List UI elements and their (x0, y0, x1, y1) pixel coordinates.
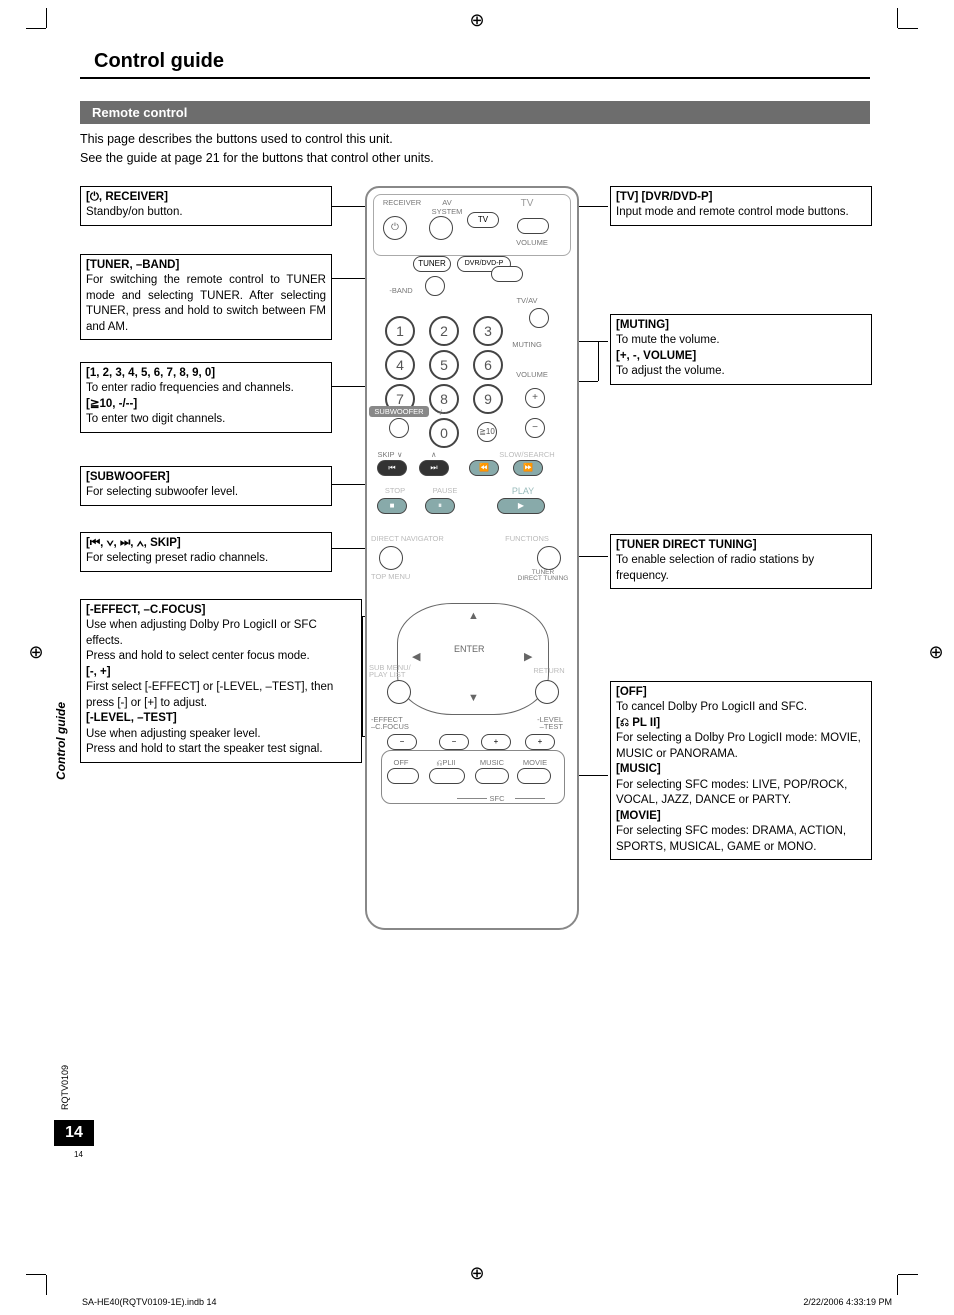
navigation-pad: ▲ ▼ ◀ ▶ ENTER (397, 603, 549, 715)
remote-diagram: RECEIVER AV SYSTEM TV ⏻ TV VOLUME TUNER … (365, 186, 579, 930)
page-number: 14 (54, 1120, 94, 1146)
registration-mark-icon: ⊕ (465, 8, 489, 32)
rewind-icon: ⏪ (469, 460, 499, 476)
pause-icon: ⏸ (425, 498, 455, 514)
num-4: 4 (385, 350, 415, 380)
skip-next-icon: ⏭ (419, 460, 449, 476)
num-9: 9 (473, 384, 503, 414)
callout-subwoofer: [SUBWOOFER] For selecting subwoofer leve… (80, 466, 332, 506)
registration-mark-icon: ⊕ (924, 640, 948, 664)
callout-sfc-modes: [OFF] To cancel Dolby Pro LogicII and SF… (610, 681, 872, 861)
num-1: 1 (385, 316, 415, 346)
vol-plus-icon: + (525, 388, 545, 408)
callout-tv-dvr: [TV] [DVR/DVD-P] Input mode and remote c… (610, 186, 872, 226)
tuner-button: TUNER (413, 256, 451, 272)
gte10-button: ≧10 (477, 422, 497, 442)
num-6: 6 (473, 350, 503, 380)
callout-receiver: [⏻, RECEIVER] Standby/on button. (80, 186, 332, 226)
registration-mark-icon: ⊕ (24, 640, 48, 664)
num-0: 0 (429, 418, 459, 448)
callout-tuner-direct: [TUNER DIRECT TUNING] To enable selectio… (610, 534, 872, 590)
play-icon: ▶ (497, 498, 545, 514)
forward-icon: ⏩ (513, 460, 543, 476)
callout-tuner-band: [TUNER, –BAND] For switching the remote … (80, 254, 332, 341)
callout-effect: [-EFFECT, –C.FOCUS] Use when adjusting D… (80, 599, 362, 763)
footer-timestamp: 2/22/2006 4:33:19 PM (803, 1297, 892, 1307)
page-title: Control guide (80, 50, 870, 79)
footer-filename: SA-HE40(RQTV0109-1E).indb 14 (82, 1297, 217, 1307)
enter-button: ENTER (454, 644, 485, 654)
document-code: RQTV0109 (60, 1065, 70, 1110)
callout-numbers: [1, 2, 3, 4, 5, 6, 7, 8, 9, 0] To enter … (80, 362, 332, 433)
right-arrow-icon: ▶ (524, 650, 532, 663)
up-arrow-icon: ▲ (468, 610, 479, 622)
registration-mark-icon: ⊕ (465, 1261, 489, 1285)
page-number-small: 14 (74, 1150, 83, 1159)
intro-text: This page describes the buttons used to … (80, 130, 870, 168)
stop-icon: ■ (377, 498, 407, 514)
side-label: Control guide (54, 702, 68, 780)
left-arrow-icon: ◀ (412, 650, 420, 663)
num-3: 3 (473, 316, 503, 346)
callout-skip: [⏮, ∨, ⏭, ∧, SKIP] For selecting preset … (80, 532, 332, 572)
down-arrow-icon: ▼ (468, 692, 479, 704)
power-icon: ⏻ (383, 216, 407, 240)
num-2: 2 (429, 316, 459, 346)
skip-prev-icon: ⏮ (377, 460, 407, 476)
section-heading: Remote control (80, 101, 870, 124)
callout-muting-volume: [MUTING] To mute the volume. [+, -, VOLU… (610, 314, 872, 385)
vol-minus-icon: − (525, 418, 545, 438)
tv-button: TV (467, 212, 499, 228)
num-5: 5 (429, 350, 459, 380)
